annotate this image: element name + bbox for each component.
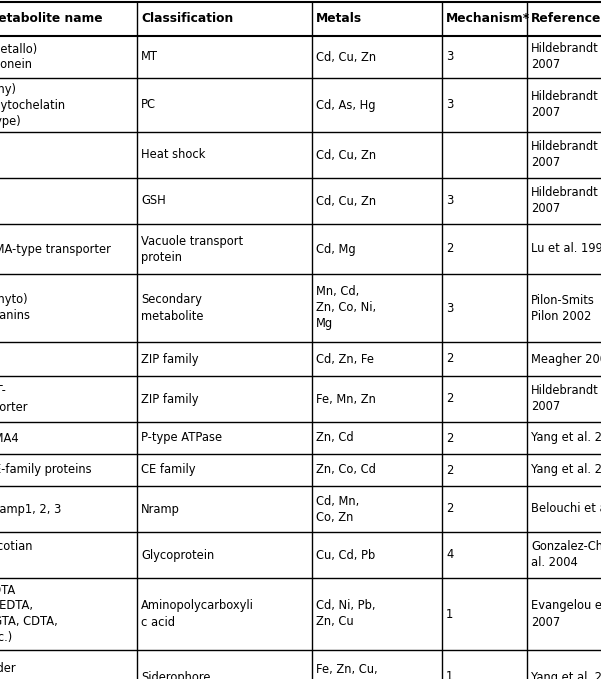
Text: Secondary
metabolite: Secondary metabolite [141, 293, 204, 323]
Text: (Metallo)
thionein: (Metallo) thionein [0, 43, 37, 71]
Text: PC: PC [141, 98, 156, 111]
Text: Hildebrandt
2007: Hildebrandt 2007 [531, 90, 599, 120]
Bar [0, 376, 601, 422]
Text: 3: 3 [446, 98, 453, 111]
Bar [0, 2, 601, 36]
Text: Fe, Zn, Cu,
Mn: Fe, Zn, Cu, Mn [316, 663, 377, 679]
Text: ZIP family: ZIP family [141, 352, 198, 365]
Text: EDTA
(HEDTA,
EGTA, CDTA,
etc.): EDTA (HEDTA, EGTA, CDTA, etc.) [0, 583, 58, 644]
Text: 1: 1 [446, 608, 453, 621]
Text: 1: 1 [446, 670, 453, 679]
Text: Siderophore: Siderophore [141, 670, 210, 679]
Text: 2: 2 [446, 392, 453, 405]
Text: Metals: Metals [316, 12, 362, 26]
Text: HMA-type transporter: HMA-type transporter [0, 242, 111, 255]
Bar [0, 178, 601, 224]
Text: Pilon-Smits
Pilon 2002: Pilon-Smits Pilon 2002 [531, 293, 595, 323]
Bar [0, 36, 601, 78]
Text: Meagher 200: Meagher 200 [531, 352, 601, 365]
Text: Nramp: Nramp [141, 502, 180, 515]
Text: Reference: Reference [531, 12, 601, 26]
Text: Glycoprotein: Glycoprotein [141, 549, 214, 562]
Text: 2: 2 [446, 352, 453, 365]
Text: (Phyto)
cyanins: (Phyto) cyanins [0, 293, 30, 323]
Text: Cd, Cu, Zn: Cd, Cu, Zn [316, 50, 376, 64]
Text: 4: 4 [446, 549, 453, 562]
Text: 3: 3 [446, 50, 453, 64]
Text: Cd, Mn,
Co, Zn: Cd, Mn, Co, Zn [316, 494, 359, 524]
Text: Mechanism*: Mechanism* [446, 12, 530, 26]
Text: HMA4: HMA4 [0, 431, 20, 445]
Text: Hildebrandt
2007: Hildebrandt 2007 [531, 43, 599, 71]
Bar [0, 78, 601, 132]
Text: Hildebrandt
2007: Hildebrandt 2007 [531, 141, 599, 170]
Bar [0, 454, 601, 486]
Text: GSH: GSH [141, 194, 166, 208]
Text: Fe, Mn, Zn: Fe, Mn, Zn [316, 392, 376, 405]
Text: Nicotian
in: Nicotian in [0, 540, 34, 570]
Text: Nramp1, 2, 3: Nramp1, 2, 3 [0, 502, 61, 515]
Text: Evangelou e
2007: Evangelou e 2007 [531, 600, 601, 629]
Bar [0, 422, 601, 454]
Text: Mn, Cd,
Zn, Co, Ni,
Mg: Mn, Cd, Zn, Co, Ni, Mg [316, 285, 376, 331]
Bar [0, 650, 601, 679]
Text: Hildebrandt
2007: Hildebrandt 2007 [531, 187, 599, 215]
Text: P-type ATPase: P-type ATPase [141, 431, 222, 445]
Bar [0, 486, 601, 532]
Text: Cd, Mg: Cd, Mg [316, 242, 356, 255]
Text: Yang et al. 2: Yang et al. 2 [531, 670, 601, 679]
Text: Metabolite name: Metabolite name [0, 12, 103, 26]
Text: 2: 2 [446, 431, 453, 445]
Text: CE family: CE family [141, 464, 195, 477]
Bar [0, 274, 601, 342]
Text: Cd, Cu, Zn: Cd, Cu, Zn [316, 149, 376, 162]
Bar [0, 342, 601, 376]
Bar [0, 224, 601, 274]
Text: (Phy)
phytochelatin
(type): (Phy) phytochelatin (type) [0, 83, 65, 128]
Bar [0, 132, 601, 178]
Text: 2: 2 [446, 502, 453, 515]
Text: Classification: Classification [141, 12, 233, 26]
Text: MT: MT [141, 50, 158, 64]
Bar [0, 532, 601, 578]
Text: 2: 2 [446, 242, 453, 255]
Text: IRT-
sporter: IRT- sporter [0, 384, 28, 414]
Text: Cd, Zn, Fe: Cd, Zn, Fe [316, 352, 374, 365]
Text: CE-family proteins: CE-family proteins [0, 464, 91, 477]
Text: Cu, Cd, Pb: Cu, Cd, Pb [316, 549, 375, 562]
Text: Zn, Cd: Zn, Cd [316, 431, 353, 445]
Text: Yang et al. 2: Yang et al. 2 [531, 431, 601, 445]
Text: Lu et al. 199: Lu et al. 199 [531, 242, 601, 255]
Text: Hildebrandt
2007: Hildebrandt 2007 [531, 384, 599, 414]
Text: Cd, Ni, Pb,
Zn, Cu: Cd, Ni, Pb, Zn, Cu [316, 600, 376, 629]
Text: Gonzalez-Ch
al. 2004: Gonzalez-Ch al. 2004 [531, 540, 601, 570]
Text: Belouchi et a: Belouchi et a [531, 502, 601, 515]
Text: ZIP family: ZIP family [141, 392, 198, 405]
Text: 3: 3 [446, 301, 453, 314]
Text: Zn, Co, Cd: Zn, Co, Cd [316, 464, 376, 477]
Text: Sider
ophores: Sider ophores [0, 663, 32, 679]
Text: 2: 2 [446, 464, 453, 477]
Text: Heat shock: Heat shock [141, 149, 206, 162]
Text: Vacuole transport
protein: Vacuole transport protein [141, 234, 243, 263]
Text: Cd, As, Hg: Cd, As, Hg [316, 98, 376, 111]
Text: Cd, Cu, Zn: Cd, Cu, Zn [316, 194, 376, 208]
Text: Yang et al. 2: Yang et al. 2 [531, 464, 601, 477]
Text: Aminopolycarboxyli
c acid: Aminopolycarboxyli c acid [141, 600, 254, 629]
Text: 3: 3 [446, 194, 453, 208]
Bar [0, 578, 601, 650]
